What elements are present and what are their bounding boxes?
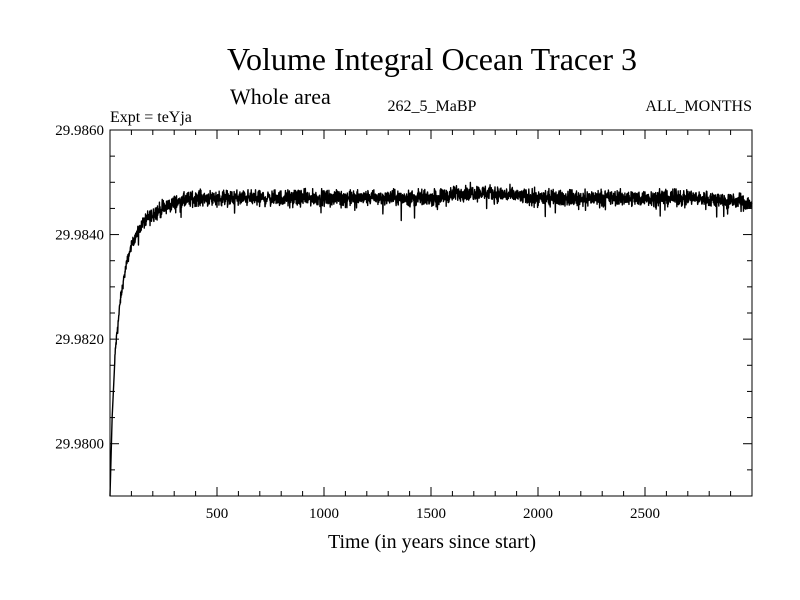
y-tick-label: 29.9800 — [55, 437, 104, 453]
chart-subtitle: Whole area — [230, 84, 331, 109]
y-tick-label: 29.9820 — [55, 332, 104, 348]
x-tick-label: 2000 — [523, 506, 553, 522]
x-tick-label: 500 — [206, 506, 229, 522]
x-tick-label: 2500 — [630, 506, 660, 522]
series-line — [109, 181, 753, 497]
y-tick-label: 29.9860 — [55, 123, 104, 139]
x-axis-label: Time (in years since start) — [328, 531, 536, 553]
y-axis: 29.9800 29.9820 29.9840 29.9860 — [55, 123, 752, 471]
chart-title: Volume Integral Ocean Tracer 3 — [227, 41, 637, 77]
y-tick-label: 29.9840 — [55, 228, 104, 244]
plot-frame — [109, 129, 753, 497]
period-label: 262_5_MaBP — [388, 98, 477, 115]
months-label: ALL_MONTHS — [645, 98, 752, 115]
experiment-label: Expt = teYja — [110, 109, 192, 126]
x-axis: 500 1000 1500 2000 2500 — [130, 130, 732, 522]
x-tick-label: 1000 — [309, 506, 339, 522]
x-tick-label: 1500 — [416, 506, 446, 522]
